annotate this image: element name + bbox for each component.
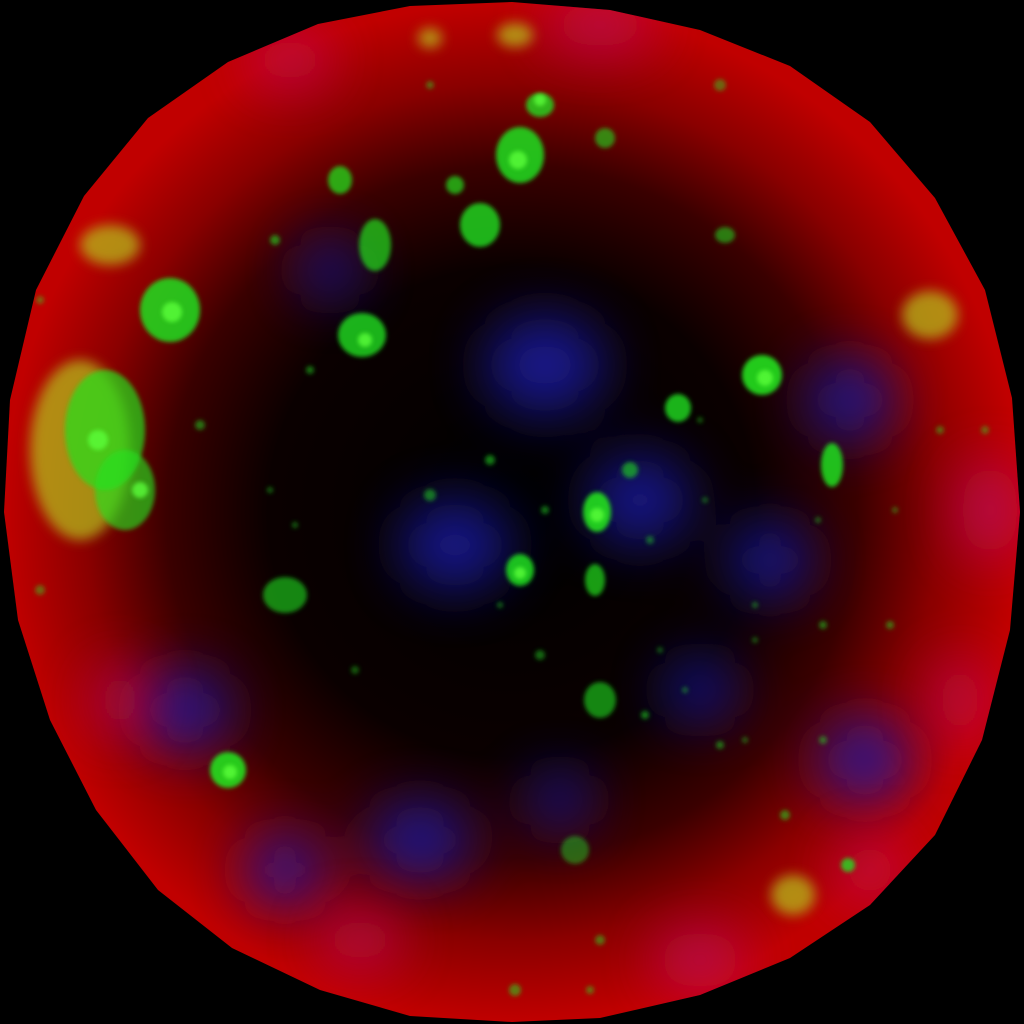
blue-nuclei [140,242,910,905]
red-rim-disc [4,2,1020,1022]
green-bright-cores [88,94,773,779]
magenta-overlap-regions [95,2,1020,990]
